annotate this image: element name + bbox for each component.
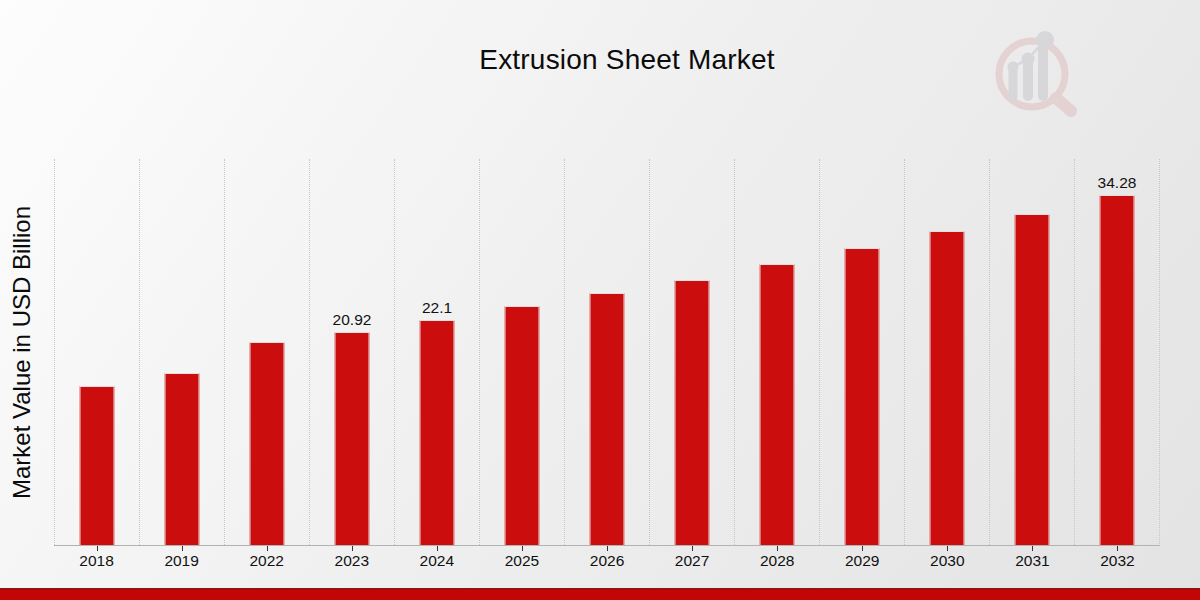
bar-cell: 20.92 xyxy=(309,159,394,545)
x-tick-label: 2029 xyxy=(820,552,905,570)
x-axis-tick xyxy=(607,546,608,551)
x-axis-tick xyxy=(947,546,948,551)
plot-area: 20.92 22.1 34.28 xyxy=(54,159,1160,546)
bar-cell xyxy=(564,159,649,545)
bar-cell: 34.28 xyxy=(1074,159,1159,545)
bar-cell xyxy=(479,159,564,545)
bar xyxy=(590,293,625,545)
bar xyxy=(505,306,540,545)
x-axis-tick xyxy=(182,546,183,551)
bar xyxy=(760,264,795,546)
x-axis-tick xyxy=(1117,546,1118,551)
x-axis-tick xyxy=(97,546,98,551)
x-tick-label: 2028 xyxy=(735,552,820,570)
bar-cell xyxy=(649,159,734,545)
x-axis-tick xyxy=(437,546,438,551)
y-axis-label: Market Value in USD Billion xyxy=(0,159,44,545)
bar xyxy=(675,280,710,545)
bar xyxy=(1015,214,1050,545)
bar-value-label: 20.92 xyxy=(333,311,372,329)
x-axis-labels: 2018201920222023202420252026202720282029… xyxy=(54,552,1160,570)
bar-cell xyxy=(904,159,989,545)
x-axis-tick xyxy=(267,546,268,551)
x-tick-label: 2023 xyxy=(309,552,394,570)
bar xyxy=(930,231,965,545)
x-tick-label: 2032 xyxy=(1075,552,1160,570)
bar-cell xyxy=(139,159,224,545)
x-tick-label: 2031 xyxy=(990,552,1075,570)
bar xyxy=(250,342,285,545)
x-tick-label: 2026 xyxy=(564,552,649,570)
x-tick-label: 2030 xyxy=(905,552,990,570)
x-tick-label: 2022 xyxy=(224,552,309,570)
bar-cell xyxy=(54,159,139,545)
bar-cell xyxy=(224,159,309,545)
x-axis-tick xyxy=(777,546,778,551)
x-tick-label: 2019 xyxy=(139,552,224,570)
bar-value-label: 34.28 xyxy=(1098,174,1137,192)
x-axis-tick xyxy=(352,546,353,551)
bar-cell xyxy=(819,159,904,545)
x-axis-tick xyxy=(862,546,863,551)
bar xyxy=(845,248,880,545)
x-axis-tick xyxy=(1032,546,1033,551)
x-tick-label: 2027 xyxy=(650,552,735,570)
x-axis-tick xyxy=(692,546,693,551)
bar-cell xyxy=(734,159,819,545)
bar-cell: 22.1 xyxy=(394,159,479,545)
x-tick-label: 2018 xyxy=(54,552,139,570)
bar-cell xyxy=(989,159,1074,545)
bar: 34.28 xyxy=(1100,195,1135,545)
bar: 22.1 xyxy=(420,320,455,545)
x-tick-label: 2024 xyxy=(394,552,479,570)
bar xyxy=(165,373,200,545)
bar xyxy=(80,386,115,545)
x-axis-tick xyxy=(522,546,523,551)
bar: 20.92 xyxy=(335,332,370,545)
footer-stripe xyxy=(0,588,1200,600)
x-tick-label: 2025 xyxy=(479,552,564,570)
magnifier-bar-chart-logo-icon xyxy=(985,22,1089,118)
bar-value-label: 22.1 xyxy=(422,299,452,317)
